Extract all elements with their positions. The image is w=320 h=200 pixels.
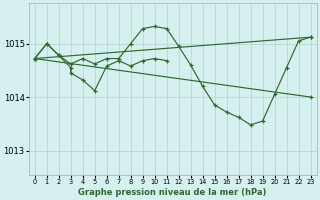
X-axis label: Graphe pression niveau de la mer (hPa): Graphe pression niveau de la mer (hPa): [78, 188, 267, 197]
